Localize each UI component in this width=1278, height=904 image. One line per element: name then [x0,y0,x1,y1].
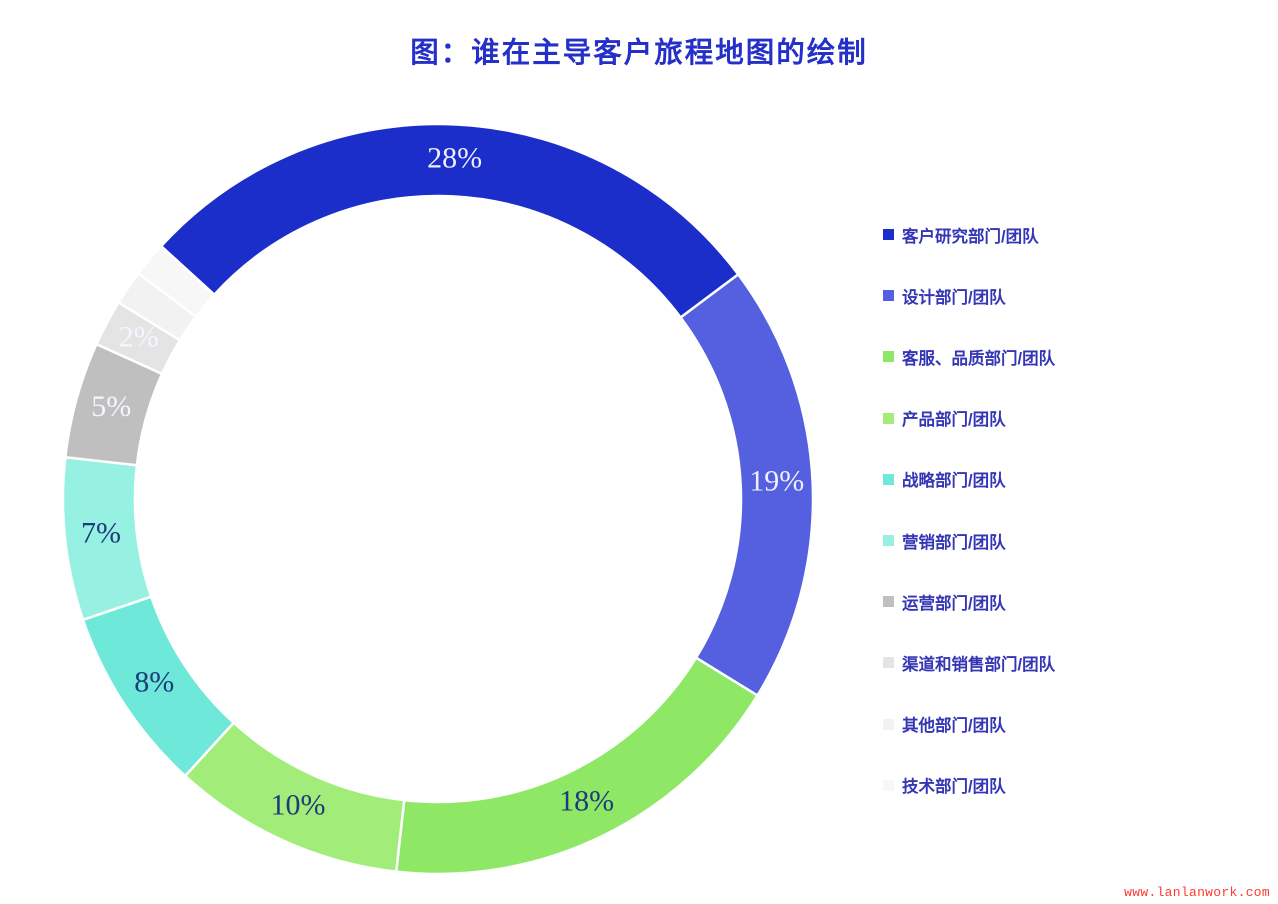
svg-text:8%: 8% [134,665,174,698]
svg-text:10%: 10% [271,789,326,822]
svg-text:5%: 5% [91,390,131,423]
svg-text:19%: 19% [749,464,804,497]
svg-text:18%: 18% [559,785,614,818]
svg-text:28%: 28% [427,141,482,174]
svg-text:2%: 2% [119,321,159,354]
svg-text:7%: 7% [81,516,121,549]
